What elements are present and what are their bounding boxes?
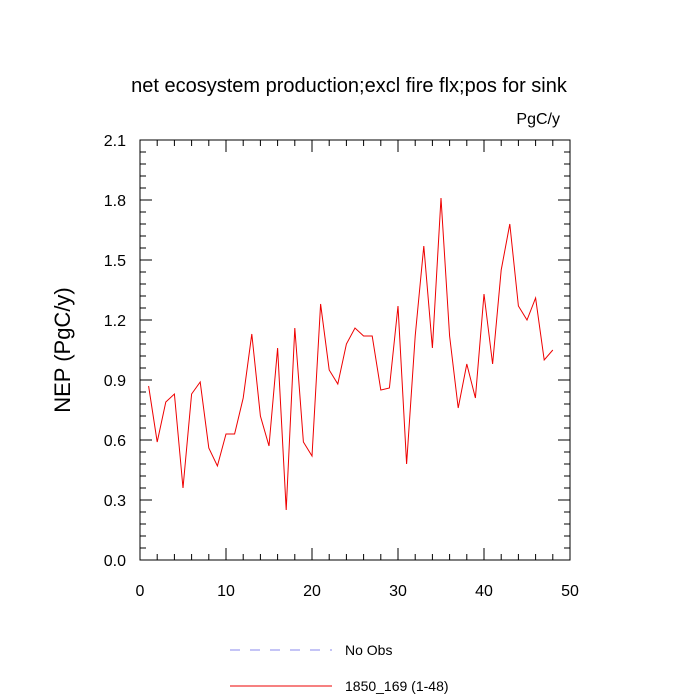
y-tick-label: 1.8 (104, 193, 126, 210)
y-axis-label: NEP (PgC/y) (50, 287, 75, 413)
y-tick-label: 0.3 (104, 493, 126, 510)
series-line (148, 197, 554, 511)
legend-label: No Obs (345, 642, 392, 658)
y-tick-label: 2.1 (104, 133, 126, 150)
y-tick-labels: 0.0 0.3 0.6 0.9 1.2 1.5 1.8 2.1 (104, 133, 126, 570)
x-tick-label: 20 (303, 583, 321, 600)
chart-title: net ecosystem production;excl fire flx;p… (131, 75, 568, 97)
series-layer (148, 197, 554, 511)
y-tick-label: 0.6 (104, 433, 126, 450)
x-tick-label: 0 (136, 583, 145, 600)
x-tick-label: 50 (561, 583, 579, 600)
x-tick-labels: 0 10 20 30 40 50 (136, 583, 579, 600)
legend: No Obs 1850_169 (1-48) (230, 642, 449, 694)
y-tick-label: 0.9 (104, 373, 126, 390)
y-tick-label: 0.0 (104, 553, 126, 570)
y-tick-label: 1.5 (104, 253, 126, 270)
legend-label: 1850_169 (1-48) (345, 678, 449, 694)
x-tick-label: 30 (389, 583, 407, 600)
units-label: PgC/y (516, 111, 560, 128)
x-tick-label: 40 (475, 583, 493, 600)
axis-ticks (139, 139, 571, 561)
x-tick-label: 10 (217, 583, 235, 600)
plot-frame (139, 139, 571, 561)
y-tick-label: 1.2 (104, 313, 126, 330)
